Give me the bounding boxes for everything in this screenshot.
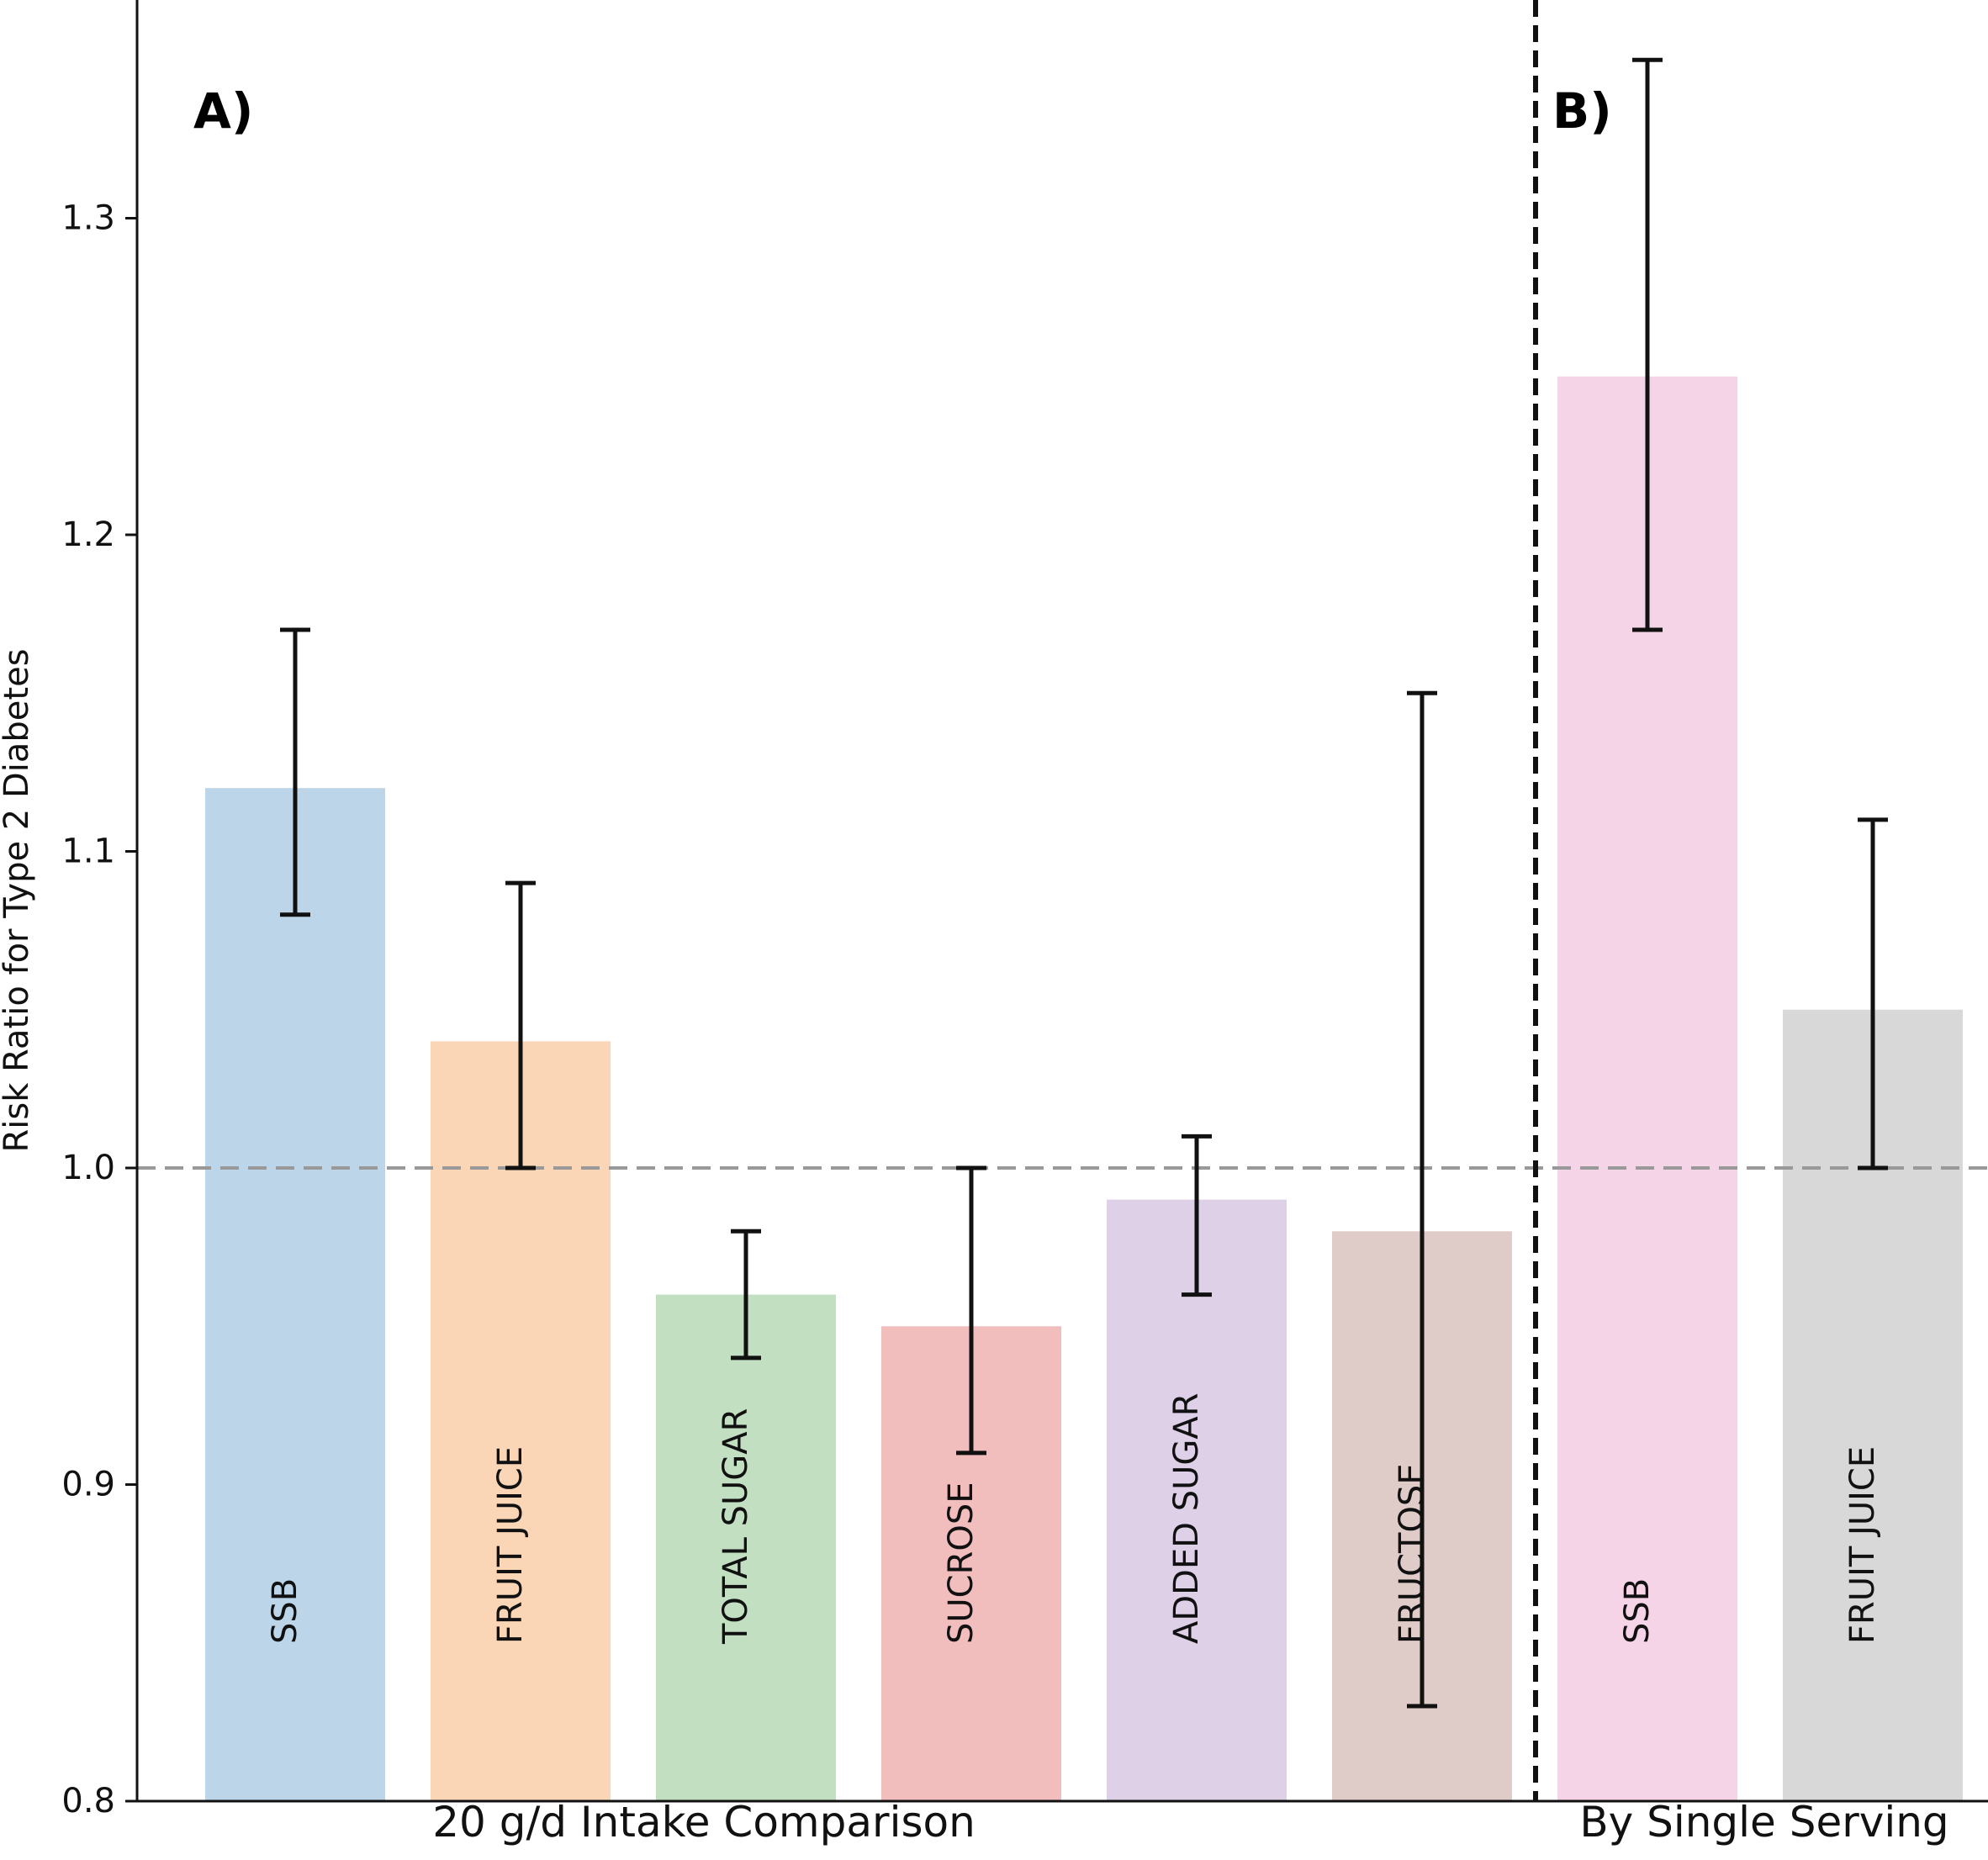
y-tick-label: 1.1 xyxy=(61,832,115,871)
error-bar xyxy=(731,1229,761,1361)
y-tick-label: 0.9 xyxy=(61,1466,115,1504)
y-tick-label: 1.0 xyxy=(61,1149,115,1187)
bar-label: SSB xyxy=(266,1578,304,1644)
x-axis-group-label-b: By Single Serving xyxy=(1579,1798,1948,1847)
y-tick-label: 1.2 xyxy=(61,515,115,554)
bar-ssb-20g xyxy=(205,788,385,1802)
bar-added-sugar-20g xyxy=(1107,1199,1287,1801)
bar-label: FRUCTOSE xyxy=(1393,1463,1431,1644)
panel-b-label: B) xyxy=(1552,82,1612,140)
error-bar xyxy=(1858,817,1888,1170)
error-bar xyxy=(1182,1133,1212,1297)
bar-total-sugar-20g xyxy=(656,1294,836,1801)
bar-label: TOTAL SUGAR xyxy=(716,1408,755,1645)
error-bar xyxy=(1632,57,1663,632)
error-bar xyxy=(1407,690,1437,1709)
y-tick-label: 1.3 xyxy=(61,199,115,238)
x-axis-group-label-a: 20 g/d Intake Comparison xyxy=(432,1798,975,1847)
error-bar xyxy=(505,880,536,1170)
error-bar xyxy=(956,1165,986,1456)
y-axis-title: Risk Ratio for Type 2 Diabetes xyxy=(0,648,36,1152)
bar-label: FRUIT JUICE xyxy=(491,1446,530,1644)
panel-a-label: A) xyxy=(193,82,253,140)
bar-label: FRUIT JUICE xyxy=(1843,1446,1882,1644)
bar-label: SSB xyxy=(1618,1578,1657,1644)
bars-layer xyxy=(205,376,1963,1802)
error-bars-layer xyxy=(280,57,1888,1709)
bar-label: SUCROSE xyxy=(942,1482,981,1644)
y-tick-label: 0.8 xyxy=(61,1782,115,1820)
y-ticks: 0.8 0.9 1.0 1.1 1.2 1.3 xyxy=(61,199,137,1820)
bar-labels: SSB FRUIT JUICE TOTAL SUGAR SUCROSE ADDED SU… xyxy=(266,1392,1882,1645)
error-bar xyxy=(280,627,310,917)
bar-label: ADDED SUGAR xyxy=(1167,1392,1206,1644)
